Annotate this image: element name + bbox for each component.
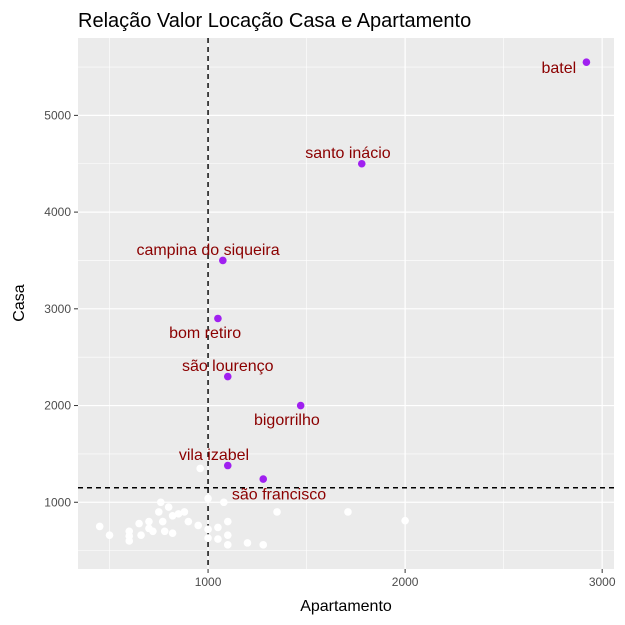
- chart-title: Relação Valor Locação Casa e Apartamento: [78, 10, 471, 32]
- data-point: [273, 508, 281, 516]
- point-label: campina do siqueira: [136, 242, 279, 259]
- point-label: vila izabel: [179, 447, 249, 464]
- point-label: bom retiro: [169, 325, 241, 342]
- grid-minor: [78, 38, 614, 569]
- highlighted-point: [223, 372, 232, 381]
- data-point: [196, 464, 204, 473]
- data-point: [220, 498, 228, 507]
- plot-panel: [78, 38, 614, 569]
- point-label: são francisco: [232, 487, 326, 504]
- data-point: [145, 517, 153, 526]
- highlighted-point: [259, 475, 268, 483]
- data-point: [194, 521, 203, 530]
- highlighted-point: [219, 256, 227, 265]
- data-point: [214, 523, 222, 532]
- data-point: [401, 516, 409, 525]
- highlighted-point: [214, 314, 222, 323]
- data-point: [259, 541, 268, 549]
- data-point: [160, 527, 169, 536]
- highlighted-point: [223, 461, 232, 470]
- highlighted-point: [582, 58, 591, 66]
- other-points: [95, 464, 409, 549]
- data-point: [204, 534, 212, 542]
- data-point: [223, 517, 232, 526]
- point-label: são lourenço: [182, 358, 274, 375]
- data-point: [344, 508, 352, 516]
- point-label: bigorrilho: [254, 412, 320, 429]
- data-point: [164, 503, 173, 511]
- x-axis-ticks: 1000 2000 3000: [195, 569, 616, 589]
- x-axis-title: Apartamento: [300, 598, 392, 615]
- data-point: [105, 531, 114, 539]
- y-axis-title: Casa: [11, 284, 28, 321]
- y-axis-ticks: 1000 2000 3000 4000 5000: [44, 108, 78, 509]
- y-tick-label: 5000: [44, 108, 71, 122]
- data-point: [154, 508, 163, 516]
- data-point: [135, 519, 143, 528]
- data-point: [214, 535, 222, 543]
- data-point: [204, 525, 212, 534]
- data-point: [204, 494, 212, 503]
- data-point: [156, 498, 165, 507]
- point-labels: batel santo inácio campina do siqueira bom …: [136, 60, 576, 504]
- y-tick-label: 4000: [44, 205, 71, 219]
- x-tick-label: 2000: [392, 575, 419, 589]
- data-point: [243, 539, 252, 547]
- x-tick-label: 3000: [589, 575, 616, 589]
- data-point: [125, 537, 134, 545]
- highlighted-point: [296, 401, 305, 410]
- data-point: [168, 512, 177, 520]
- data-point: [180, 508, 189, 516]
- y-tick-label: 1000: [44, 495, 71, 509]
- data-point: [168, 529, 177, 538]
- data-point: [223, 531, 232, 539]
- y-tick-label: 3000: [44, 302, 71, 316]
- y-tick-label: 2000: [44, 399, 71, 413]
- data-point: [223, 541, 232, 549]
- reference-lines: [78, 38, 614, 569]
- data-point: [158, 517, 167, 526]
- x-tick-label: 1000: [195, 575, 222, 589]
- point-label: batel: [541, 60, 576, 77]
- data-point: [184, 517, 193, 526]
- data-point: [137, 531, 145, 539]
- highlighted-point: [357, 159, 366, 168]
- data-point: [174, 510, 183, 518]
- highlighted-points: [214, 58, 591, 483]
- data-point: [95, 522, 104, 531]
- data-point: [149, 527, 157, 536]
- point-label: santo inácio: [305, 145, 390, 162]
